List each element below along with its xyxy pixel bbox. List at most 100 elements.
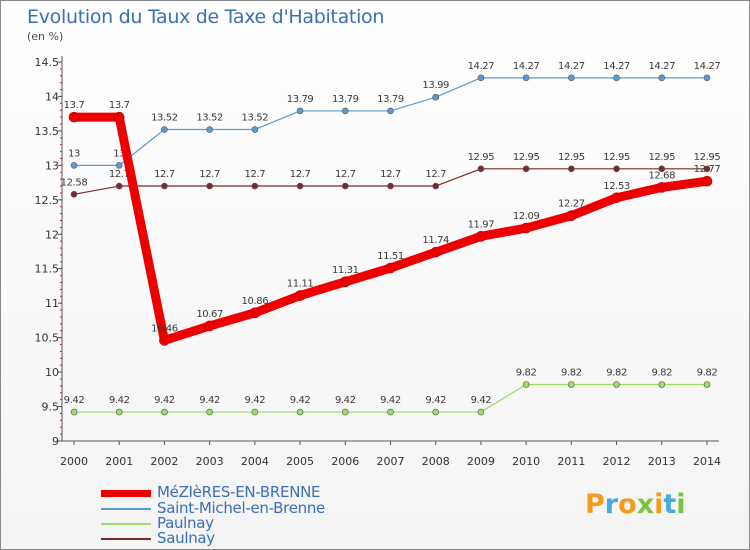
x-tick-label: 2014	[693, 455, 721, 468]
data-label-mezieres: 11.31	[332, 265, 359, 276]
data-label-paulnay: 9.42	[335, 395, 356, 406]
data-label-saint-michel: 13.79	[287, 94, 314, 105]
data-point-paulnay	[341, 408, 349, 416]
data-point-saulnay	[387, 182, 394, 190]
legend-label-saint-michel: Saint-Michel-en-Brenne	[157, 499, 325, 517]
x-tick-label: 2011	[557, 455, 585, 468]
y-tick-label: 14.5	[35, 56, 60, 69]
data-point-saulnay	[703, 165, 711, 173]
x-tick-label: 2006	[331, 455, 359, 468]
x-tick-label: 2010	[512, 455, 540, 468]
data-point-saint-michel	[703, 74, 711, 82]
y-tick-label: 12	[45, 228, 59, 241]
data-label-mezieres: 13.7	[109, 100, 130, 111]
data-point-saulnay	[341, 182, 349, 190]
legend-item-saulnay: Saulnay	[101, 529, 361, 547]
data-label-paulnay: 9.82	[561, 367, 582, 378]
data-label-mezieres: 10.67	[196, 309, 223, 320]
y-tick-label: 11.5	[35, 263, 60, 276]
data-point-saint-michel	[206, 126, 213, 133]
data-point-saulnay	[568, 165, 575, 173]
data-point-paulnay	[115, 408, 123, 416]
brand-letter: r	[604, 489, 619, 520]
y-tick-label: 11	[45, 297, 59, 310]
x-tick-label: 2012	[603, 455, 631, 468]
data-point-paulnay	[522, 381, 530, 388]
y-tick-label: 13.5	[35, 125, 60, 138]
data-point-saulnay	[658, 165, 666, 173]
data-label-mezieres: 11.51	[377, 251, 404, 262]
data-point-saulnay	[522, 165, 530, 173]
data-point-mezieres	[656, 182, 668, 193]
data-point-saulnay	[70, 191, 78, 198]
data-point-saint-michel	[70, 162, 78, 169]
data-point-mezieres	[701, 175, 713, 187]
data-label-saint-michel: 14.27	[468, 61, 495, 72]
data-label-paulnay: 9.82	[606, 367, 627, 378]
x-tick-label: 2013	[648, 455, 676, 468]
data-label-saint-michel: 13.52	[242, 113, 269, 124]
legend-swatch-mezieres	[101, 490, 151, 497]
data-point-mezieres	[566, 210, 577, 221]
data-label-saulnay: 12.95	[603, 152, 630, 163]
data-label-saulnay: 12.95	[648, 152, 675, 163]
legend-label-mezieres: MéZIèRES-EN-BRENNE	[157, 483, 321, 501]
data-point-mezieres	[611, 192, 622, 204]
data-label-saulnay: 12.95	[558, 152, 585, 163]
data-label-saulnay: 12.7	[335, 169, 356, 180]
x-tick-label: 2007	[377, 455, 405, 468]
data-point-paulnay	[206, 408, 213, 416]
data-point-saulnay	[613, 165, 620, 173]
data-label-paulnay: 9.42	[64, 395, 85, 406]
data-label-paulnay: 9.42	[425, 395, 446, 406]
data-point-paulnay	[613, 381, 620, 388]
x-tick-label: 2005	[286, 455, 314, 468]
data-label-saulnay: 12.95	[513, 152, 540, 163]
data-point-saint-michel	[613, 74, 620, 82]
data-point-mezieres	[520, 222, 532, 234]
data-label-paulnay: 9.42	[109, 395, 130, 406]
data-point-mezieres	[385, 262, 396, 274]
legend-label-paulnay: Paulnay	[157, 514, 214, 532]
data-label-mezieres: 12.09	[513, 211, 540, 222]
data-point-saulnay	[115, 182, 123, 190]
data-point-saulnay	[432, 182, 440, 190]
unit-label: (en %)	[27, 30, 64, 43]
data-point-paulnay	[658, 381, 666, 388]
x-tick-label: 2008	[422, 455, 450, 468]
data-point-mezieres	[204, 320, 215, 332]
data-point-paulnay	[251, 408, 259, 416]
data-point-saint-michel	[115, 162, 123, 169]
data-label-mezieres: 11.74	[422, 235, 449, 246]
data-point-saulnay	[206, 182, 213, 190]
x-tick-label: 2009	[467, 455, 495, 468]
data-point-saint-michel	[432, 93, 440, 101]
brand-letter: x	[636, 489, 655, 520]
x-tick-label: 2002	[150, 455, 178, 468]
data-label-mezieres: 12.53	[603, 181, 630, 192]
data-label-saint-michel: 13	[68, 148, 80, 159]
data-point-paulnay	[703, 381, 711, 388]
x-tick-label: 2000	[60, 455, 88, 468]
data-point-paulnay	[70, 408, 78, 416]
data-label-paulnay: 9.42	[199, 395, 220, 406]
legend-label-saulnay: Saulnay	[157, 529, 215, 547]
legend-swatch-paulnay	[101, 523, 151, 525]
data-label-mezieres: 11.97	[468, 219, 495, 230]
brand-logo: Proxiti	[585, 489, 686, 520]
data-label-mezieres: 11.11	[287, 279, 314, 290]
y-tick-label: 12.5	[35, 194, 60, 207]
data-label-paulnay: 9.82	[697, 367, 718, 378]
data-point-paulnay	[161, 408, 168, 416]
brand-letter: t	[663, 489, 677, 520]
data-label-saulnay: 12.7	[154, 169, 175, 180]
data-label-saint-michel: 13	[113, 148, 125, 159]
data-label-mezieres: 13.7	[64, 100, 85, 111]
data-label-saint-michel: 13.99	[422, 80, 449, 91]
data-point-paulnay	[477, 408, 485, 416]
brand-letter: i	[654, 489, 664, 520]
data-point-saint-michel	[568, 74, 575, 82]
data-point-saint-michel	[522, 74, 530, 82]
data-label-saint-michel: 13.79	[377, 94, 404, 105]
data-point-paulnay	[568, 381, 575, 388]
